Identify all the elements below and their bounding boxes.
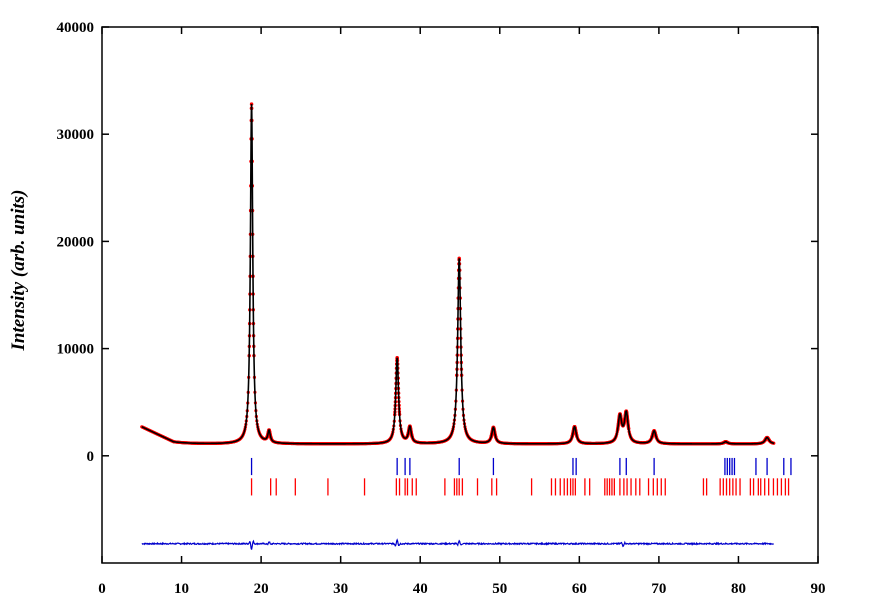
y-axis-title: Intensity (arb. units) xyxy=(8,189,29,351)
calculated-curve xyxy=(141,104,775,445)
x-tick-label: 70 xyxy=(651,581,666,597)
observed-points-group xyxy=(140,102,776,446)
x-tick-label: 90 xyxy=(811,581,826,597)
x-tick-label: 20 xyxy=(254,581,269,597)
calculated-curve-group xyxy=(141,104,775,445)
x-tick-label: 50 xyxy=(492,581,507,597)
y-tick-label: 30000 xyxy=(57,127,95,143)
y-tick-label: 40000 xyxy=(57,20,95,36)
x-tick-label: 60 xyxy=(572,581,587,597)
difference-curve xyxy=(141,538,774,550)
x-tick-label: 80 xyxy=(731,581,746,597)
x-tick-label: 10 xyxy=(174,581,189,597)
x-tick-label: 30 xyxy=(333,581,348,597)
axis-ticks-group: 0 10 20 30 40 50 60 70 80 90 0 10000 20000 30000 40000 xyxy=(57,20,826,597)
x-tick-label: 40 xyxy=(413,581,428,597)
reflection-markers-group xyxy=(250,457,792,496)
x-tick-label: 0 xyxy=(98,581,106,597)
plot-frame xyxy=(101,26,819,564)
y-tick-label: 20000 xyxy=(57,234,95,250)
difference-curve-group xyxy=(141,538,774,550)
y-tick-label: 0 xyxy=(87,449,95,465)
y-tick-label: 10000 xyxy=(57,342,95,358)
